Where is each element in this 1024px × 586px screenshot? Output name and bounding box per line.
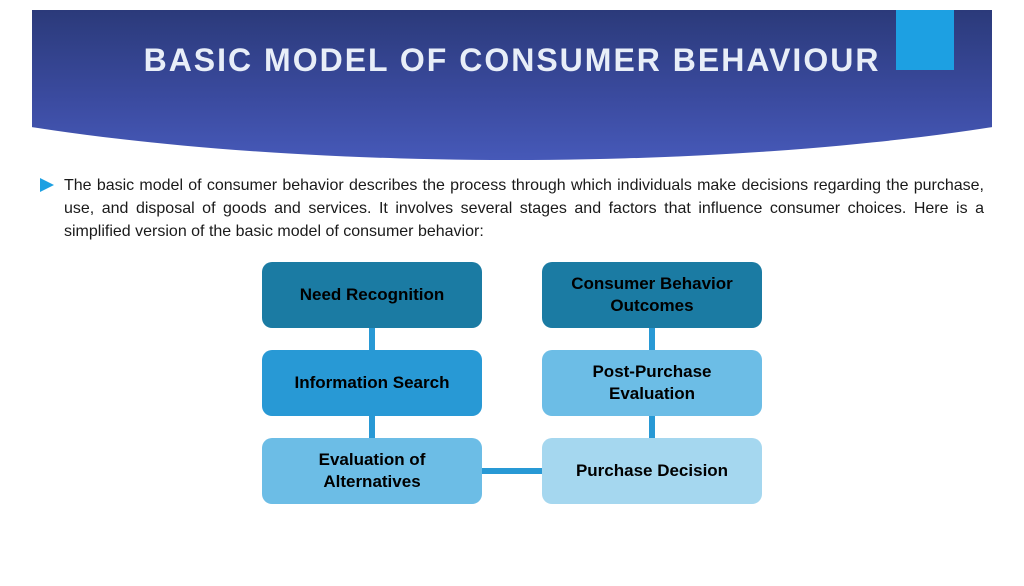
connector [482, 468, 542, 474]
flow-node-info: Information Search [262, 350, 482, 416]
title-banner: BASIC MODEL OF CONSUMER BEHAVIOUR [32, 10, 992, 160]
body-paragraph: The basic model of consumer behavior des… [64, 174, 984, 244]
body-paragraph-row: The basic model of consumer behavior des… [0, 160, 1024, 244]
flow-node-outcomes: Consumer Behavior Outcomes [542, 262, 762, 328]
accent-tab [896, 10, 954, 70]
flowchart-diagram: Need Recognition Information Search Evalua… [262, 262, 762, 504]
flow-node-need: Need Recognition [262, 262, 482, 328]
connector [369, 328, 375, 350]
connector [369, 416, 375, 438]
flow-node-purchase: Purchase Decision [542, 438, 762, 504]
flow-node-eval: Evaluation of Alternatives [262, 438, 482, 504]
flow-node-postpurch: Post-Purchase Evaluation [542, 350, 762, 416]
slide-title: BASIC MODEL OF CONSUMER BEHAVIOUR [32, 10, 992, 80]
connector [649, 416, 655, 438]
play-bullet-icon [40, 178, 54, 197]
connector [649, 328, 655, 350]
